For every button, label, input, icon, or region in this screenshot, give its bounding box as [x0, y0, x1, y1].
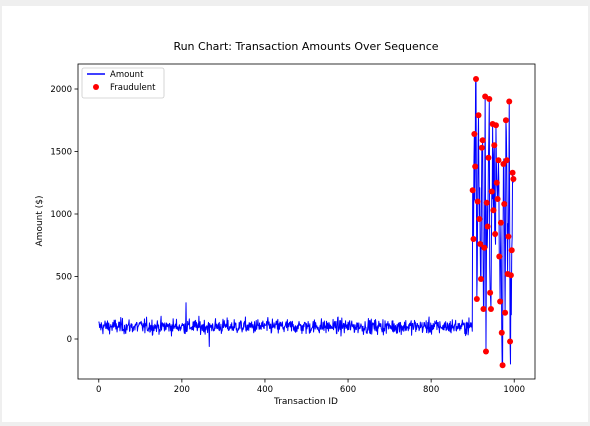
fraudulent-point — [476, 112, 482, 118]
y-tick-label: 500 — [56, 273, 72, 283]
fraudulent-point — [472, 164, 478, 170]
fraudulent-point — [488, 306, 494, 312]
fraudulent-point — [510, 170, 516, 176]
fraudulent-point — [471, 131, 477, 137]
fraudulent-point — [483, 349, 489, 355]
fraudulent-point — [476, 216, 482, 222]
fraudulent-point — [510, 176, 516, 182]
y-axis-label: Amount ($) — [35, 196, 45, 247]
fraudulent-point — [506, 99, 512, 105]
legend: Amount Fraudulent — [82, 68, 164, 98]
chart-title: Run Chart: Transaction Amounts Over Sequ… — [173, 40, 438, 53]
y-tick-label: 1000 — [50, 210, 72, 220]
y-tick-label: 0 — [67, 335, 72, 345]
fraudulent-point — [485, 224, 491, 230]
run-chart: Run Chart: Transaction Amounts Over Sequ… — [2, 6, 588, 422]
fraudulent-point — [495, 157, 501, 163]
fraudulent-point — [502, 310, 508, 316]
series-layer — [99, 79, 514, 365]
fraudulent-point — [486, 96, 492, 102]
chart-figure: Run Chart: Transaction Amounts Over Sequ… — [2, 6, 588, 422]
legend-amount-label: Amount — [110, 70, 144, 80]
x-tick-label: 400 — [257, 385, 273, 395]
y-tick-label: 2000 — [50, 85, 72, 95]
fraudulent-point — [509, 247, 515, 253]
fraudulent-point — [478, 276, 484, 282]
fraudulent-point — [507, 339, 513, 345]
legend-fraudulent-swatch — [93, 84, 99, 90]
fraudulent-point — [508, 272, 514, 278]
fraudulent-point — [487, 290, 493, 296]
fraudulent-point — [497, 299, 503, 305]
fraudulent-point — [505, 234, 511, 240]
fraudulent-point — [471, 236, 477, 242]
fraudulent-point — [479, 145, 485, 151]
fraudulent-point — [493, 122, 499, 128]
legend-fraudulent-label: Fraudulent — [110, 83, 156, 93]
x-axis-label: Transaction ID — [273, 397, 338, 407]
fraudulent-point — [490, 207, 496, 213]
fraudulent-point — [470, 187, 476, 193]
fraudulent-point — [475, 199, 481, 205]
fraudulent-point — [491, 142, 497, 148]
amount-line — [99, 79, 514, 365]
fraudulent-point — [499, 330, 505, 336]
fraudulent-point — [496, 254, 502, 260]
y-tick-label: 1500 — [50, 148, 72, 158]
fraudulent-point — [489, 189, 495, 195]
fraudulent-point — [494, 180, 500, 186]
fraudulent-point — [474, 296, 480, 302]
x-tick-label: 200 — [174, 385, 190, 395]
x-tick-label: 800 — [423, 385, 439, 395]
fraudulent-point — [480, 306, 486, 312]
fraudulent-point — [473, 76, 479, 82]
x-tick-label: 1000 — [503, 385, 525, 395]
fraudulent-point — [500, 362, 506, 368]
x-tick-label: 0 — [96, 385, 101, 395]
fraudulent-point — [481, 245, 487, 251]
fraudulent-point — [503, 117, 509, 123]
fraudulent-point — [495, 196, 501, 202]
fraudulent-point — [498, 220, 504, 226]
x-tick-label: 600 — [340, 385, 356, 395]
fraudulent-point — [501, 201, 507, 207]
fraudulent-point — [492, 231, 498, 237]
fraudulent-point — [504, 157, 510, 163]
fraudulent-point — [480, 137, 486, 143]
y-axis: 0 500 1000 1500 2000 — [50, 85, 78, 345]
x-axis: 0 200 400 600 800 1000 — [96, 379, 525, 395]
fraudulent-point — [484, 200, 490, 206]
fraudulent-point — [485, 155, 491, 161]
